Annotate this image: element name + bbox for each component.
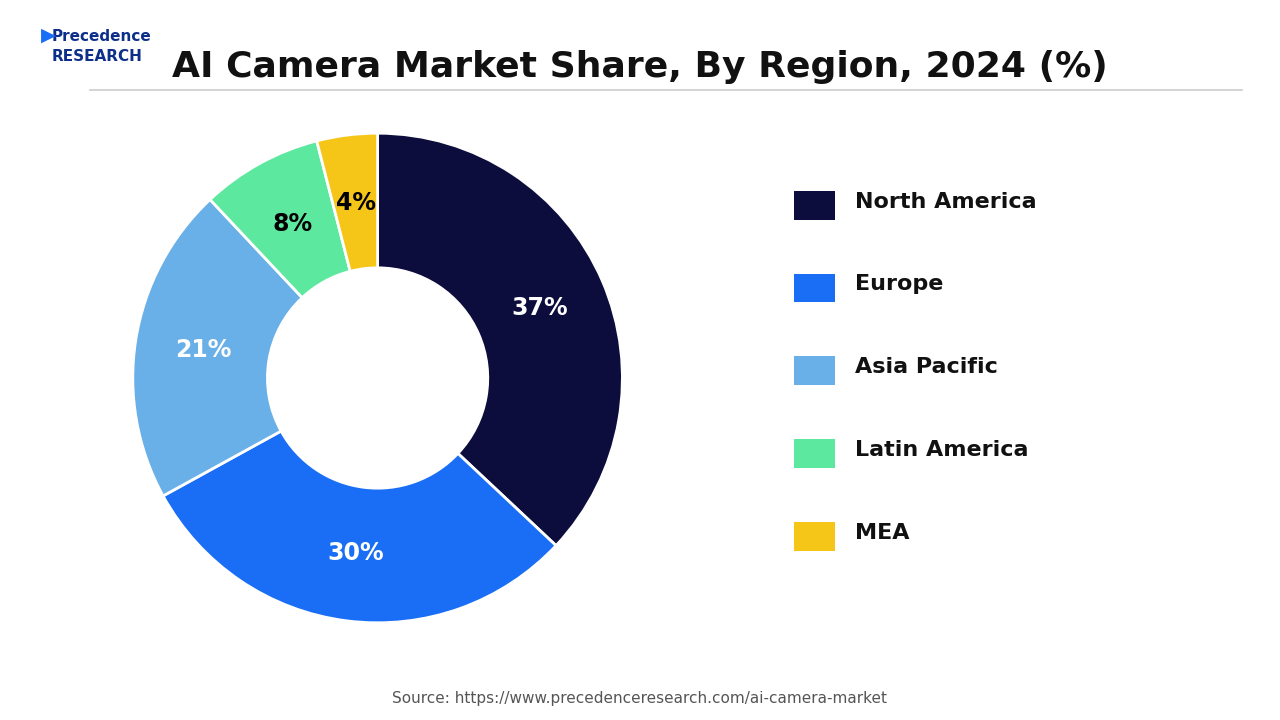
Text: Europe: Europe: [855, 274, 943, 294]
Text: 4%: 4%: [335, 191, 375, 215]
Wedge shape: [316, 133, 378, 271]
Text: 8%: 8%: [273, 212, 312, 235]
Text: 30%: 30%: [328, 541, 384, 565]
Wedge shape: [378, 133, 622, 546]
Wedge shape: [163, 431, 556, 623]
Wedge shape: [210, 141, 351, 297]
Text: MEA: MEA: [855, 523, 910, 543]
Text: 37%: 37%: [511, 296, 567, 320]
Text: 21%: 21%: [175, 338, 232, 362]
Text: Precedence
RESEARCH: Precedence RESEARCH: [51, 29, 151, 63]
Text: Asia Pacific: Asia Pacific: [855, 357, 998, 377]
Text: AI Camera Market Share, By Region, 2024 (%): AI Camera Market Share, By Region, 2024 …: [172, 50, 1108, 84]
Wedge shape: [133, 199, 302, 496]
Text: Latin America: Latin America: [855, 440, 1029, 460]
Text: Source: https://www.precedenceresearch.com/ai-camera-market: Source: https://www.precedenceresearch.c…: [393, 690, 887, 706]
Text: ▶: ▶: [41, 25, 56, 44]
Text: North America: North America: [855, 192, 1037, 212]
